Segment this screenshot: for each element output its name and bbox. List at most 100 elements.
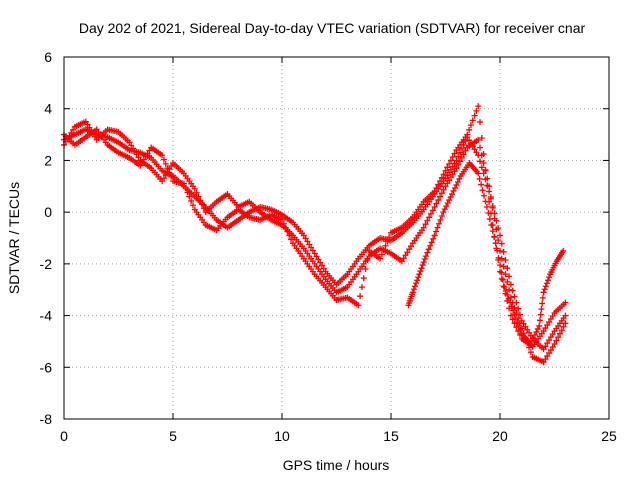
data-point <box>484 175 491 182</box>
data-point <box>427 210 434 217</box>
data-point <box>442 183 449 190</box>
data-point <box>416 271 423 278</box>
data-point <box>279 216 285 223</box>
data-point <box>288 236 295 243</box>
data-point <box>505 295 512 302</box>
data-point <box>466 137 473 144</box>
data-point <box>440 209 447 216</box>
data-point <box>509 316 516 323</box>
data-point <box>126 139 133 146</box>
data-point <box>480 160 487 167</box>
y-tick-label: 6 <box>44 49 52 65</box>
data-point <box>191 185 198 192</box>
data-point <box>498 269 505 276</box>
data-point <box>528 337 535 344</box>
data-point <box>478 164 485 171</box>
data-point <box>451 185 458 192</box>
data-point <box>410 286 417 293</box>
data-point <box>384 238 391 245</box>
y-axis-label: SDTVAR / TECUs <box>6 182 22 294</box>
data-point <box>438 190 445 197</box>
data-point <box>475 170 482 177</box>
data-point <box>162 160 169 167</box>
data-point <box>498 255 505 262</box>
data-point <box>382 242 389 249</box>
y-tick-label: -4 <box>40 308 53 324</box>
data-point <box>500 263 507 270</box>
data-point <box>506 273 513 280</box>
data-point <box>539 300 546 307</box>
data-point <box>304 238 311 245</box>
data-point <box>146 147 153 154</box>
data-point <box>478 181 485 188</box>
data-point <box>511 320 518 327</box>
data-point <box>476 175 483 182</box>
data-point <box>493 226 500 233</box>
data-point <box>186 193 193 200</box>
data-point <box>84 121 91 128</box>
data-point <box>455 153 462 160</box>
y-tick-label: -6 <box>40 359 53 375</box>
data-point <box>457 158 464 165</box>
data-point <box>437 178 444 185</box>
data-point <box>360 275 367 282</box>
data-point <box>508 303 515 310</box>
data-point <box>562 320 569 327</box>
data-point <box>378 251 385 258</box>
data-point <box>477 144 484 151</box>
data-point <box>546 350 553 357</box>
data-point <box>311 250 318 257</box>
data-point <box>502 288 509 295</box>
data-point <box>286 232 293 239</box>
data-point <box>497 262 503 269</box>
data-point <box>498 275 505 282</box>
data-point <box>70 126 77 133</box>
data-point <box>504 265 511 272</box>
data-point <box>413 280 420 287</box>
data-point <box>417 268 424 275</box>
data-point <box>444 172 451 179</box>
data-point <box>477 119 484 126</box>
data-point <box>558 327 565 334</box>
data-point <box>477 158 484 165</box>
data-point <box>447 166 454 173</box>
data-point <box>450 188 457 195</box>
data-point <box>536 322 543 329</box>
data-point <box>544 353 551 360</box>
data-point <box>447 174 454 181</box>
x-tick-label: 0 <box>60 428 68 444</box>
data-point <box>501 284 508 291</box>
data-point <box>444 200 451 207</box>
data-point <box>197 197 204 204</box>
data-point <box>358 284 365 291</box>
data-point <box>473 149 480 156</box>
data-point <box>444 164 451 171</box>
data-point <box>300 232 307 239</box>
data-point <box>184 189 191 196</box>
data-point <box>415 274 422 281</box>
data-point <box>449 191 456 198</box>
data-point <box>130 145 137 152</box>
data-point <box>543 280 550 287</box>
data-point <box>484 182 491 189</box>
data-point <box>159 178 166 185</box>
data-point <box>549 313 556 320</box>
data-point <box>546 337 553 344</box>
data-point <box>453 165 460 172</box>
data-point <box>475 136 482 143</box>
data-point <box>480 150 487 157</box>
data-point <box>315 256 322 263</box>
data-point <box>466 126 473 133</box>
data-point <box>510 307 517 314</box>
data-point <box>506 286 513 293</box>
plot-frame <box>63 56 610 420</box>
data-point <box>542 343 549 350</box>
data-point <box>449 163 456 170</box>
data-point <box>168 163 175 170</box>
data-point <box>164 165 171 172</box>
data-point <box>494 247 501 254</box>
data-point <box>485 210 492 217</box>
series-track-c <box>61 103 569 350</box>
